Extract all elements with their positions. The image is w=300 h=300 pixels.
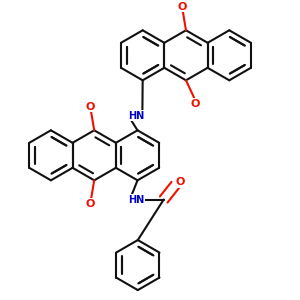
Text: HN: HN: [128, 194, 144, 205]
Text: O: O: [86, 199, 95, 209]
Text: O: O: [176, 177, 185, 187]
Text: HN: HN: [128, 111, 144, 121]
Text: O: O: [178, 2, 187, 11]
Text: O: O: [190, 99, 200, 109]
Text: O: O: [86, 101, 95, 112]
